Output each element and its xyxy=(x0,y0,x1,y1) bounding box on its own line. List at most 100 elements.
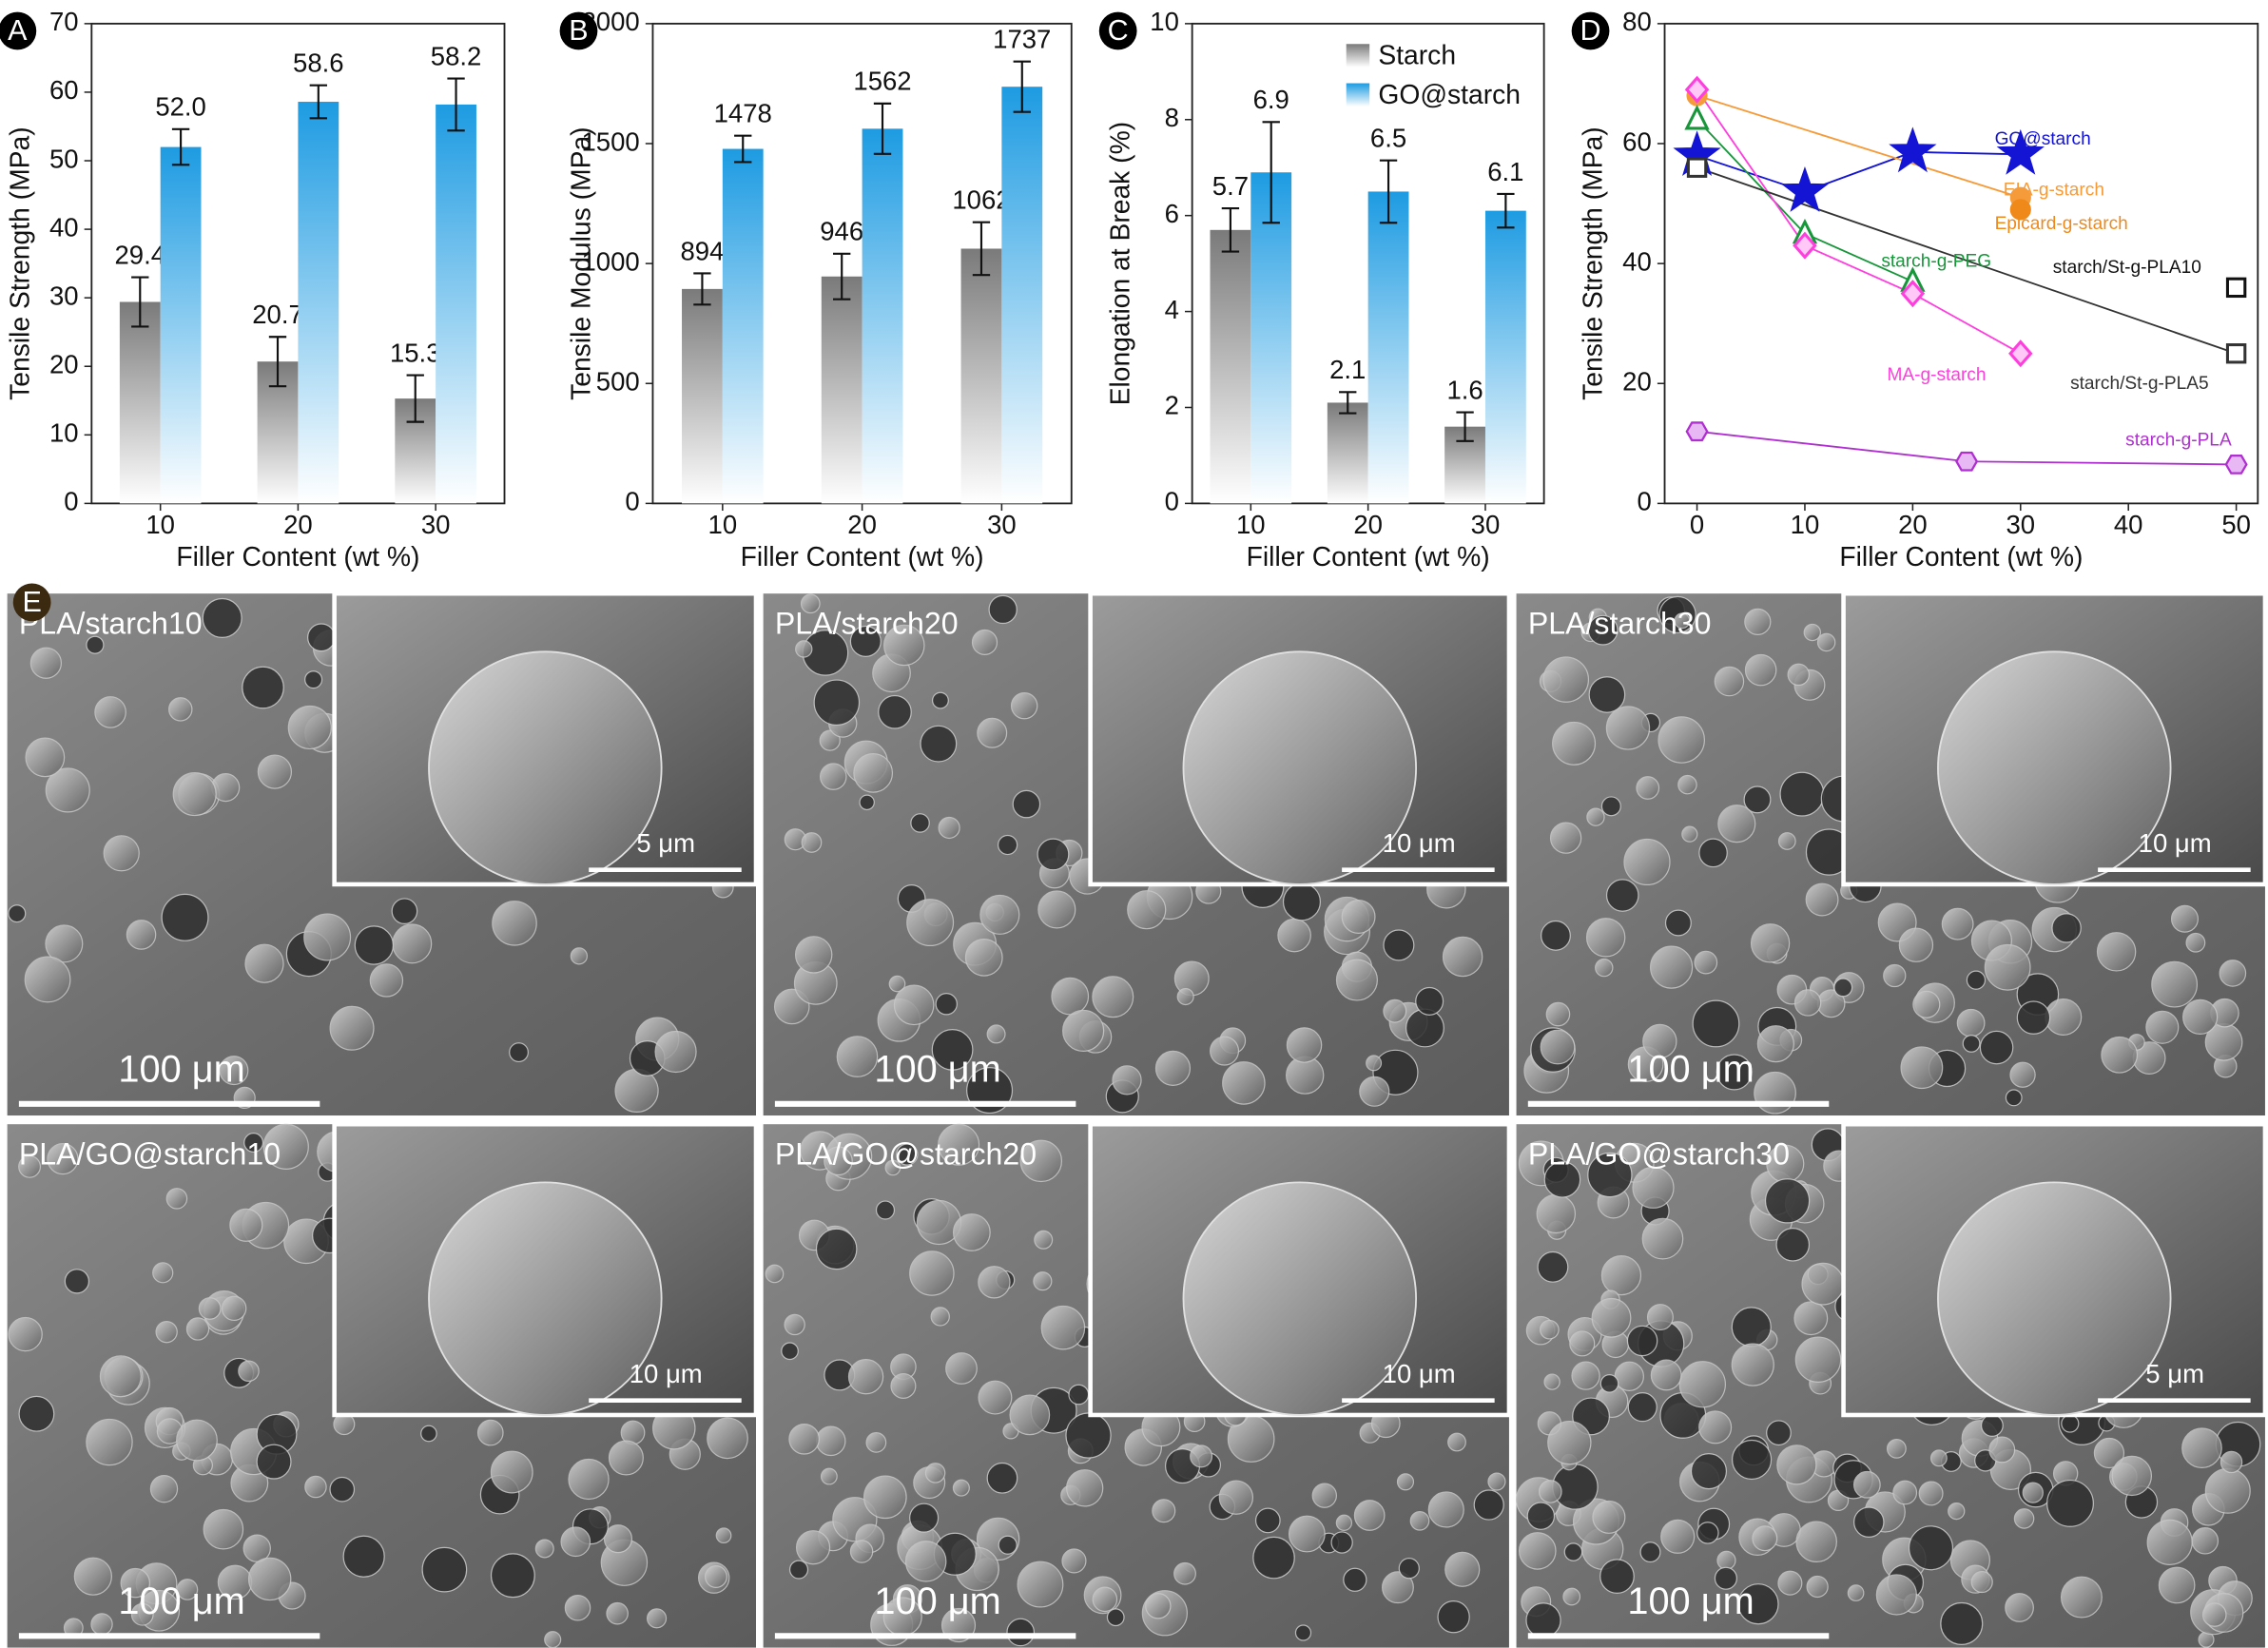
particle xyxy=(1154,1050,1192,1086)
particle xyxy=(1632,1166,1675,1209)
x-tick-label: 10 xyxy=(1791,510,1820,539)
particle xyxy=(2145,1010,2180,1044)
error-bar xyxy=(1221,207,1240,253)
particle xyxy=(904,1541,947,1582)
particle xyxy=(329,1005,375,1051)
value-label: 15.3 xyxy=(390,338,441,367)
particle xyxy=(2204,1467,2251,1514)
particle xyxy=(1948,1502,1966,1521)
particle xyxy=(1473,1489,1504,1521)
particle xyxy=(893,984,935,1026)
particle xyxy=(130,1602,154,1626)
particle xyxy=(1562,1587,1581,1606)
particle xyxy=(938,816,960,840)
particle xyxy=(1353,1500,1386,1531)
particle xyxy=(421,1546,468,1593)
point xyxy=(1684,75,1710,104)
particle xyxy=(8,1316,43,1352)
scale-label: 100 μm xyxy=(118,1580,244,1622)
inset-scale-label: 10 μm xyxy=(1383,1359,1456,1388)
particle xyxy=(2191,1527,2220,1555)
scale-label: 100 μm xyxy=(1627,1049,1754,1091)
particle xyxy=(1092,1586,1118,1613)
error-bar xyxy=(1013,60,1031,113)
particle xyxy=(1803,623,1821,642)
particle xyxy=(73,1557,112,1596)
particle xyxy=(509,1042,529,1063)
particle xyxy=(165,1188,188,1210)
particle xyxy=(1311,1483,1338,1508)
error-bar xyxy=(447,77,465,132)
particle xyxy=(1587,614,1619,646)
inset-particle xyxy=(1182,1181,1418,1416)
x-tick-label: 30 xyxy=(421,510,451,539)
particle xyxy=(971,629,998,656)
particle xyxy=(1066,1469,1104,1507)
y-tick-label: 10 xyxy=(1150,7,1179,36)
particle xyxy=(8,904,27,923)
particle xyxy=(1956,1008,1986,1037)
particle xyxy=(924,1463,946,1483)
particle xyxy=(492,901,537,946)
particle xyxy=(986,1024,1006,1044)
particle xyxy=(1540,1029,1576,1065)
bar xyxy=(821,276,863,504)
particle xyxy=(1286,1027,1323,1063)
scale-label: 100 μm xyxy=(118,1049,244,1091)
particle xyxy=(1518,1532,1557,1570)
particle xyxy=(1569,1330,1596,1357)
particle xyxy=(99,1355,142,1398)
particle xyxy=(570,947,588,965)
particle xyxy=(1343,1567,1367,1592)
particle xyxy=(2146,1519,2193,1565)
particle xyxy=(935,993,958,1016)
particle xyxy=(2009,1061,2036,1088)
scale-label: 100 μm xyxy=(874,1580,1000,1622)
particle xyxy=(1152,1499,1176,1523)
x-tick-label: 30 xyxy=(987,510,1017,539)
particle xyxy=(24,956,71,1003)
particle xyxy=(1731,1439,1773,1481)
particle xyxy=(920,725,958,763)
particle xyxy=(1068,1384,1090,1406)
point xyxy=(1996,128,2045,175)
particle xyxy=(244,943,284,983)
y-tick-label: 2 xyxy=(1165,391,1179,420)
particle xyxy=(1777,1570,1803,1596)
particle xyxy=(1636,776,1660,800)
particle xyxy=(1288,1515,1326,1553)
particle xyxy=(1600,1254,1642,1296)
particle xyxy=(1623,838,1671,886)
particle xyxy=(18,1154,42,1178)
bar xyxy=(1001,87,1043,504)
particle xyxy=(2181,1427,2222,1468)
y-tick-label: 6 xyxy=(1165,199,1179,228)
particle xyxy=(606,1601,629,1625)
particle xyxy=(238,1360,260,1383)
point xyxy=(1686,157,1708,178)
particle xyxy=(306,623,336,652)
particle xyxy=(978,1380,1013,1415)
particle xyxy=(1591,1297,1632,1338)
particle xyxy=(1537,1251,1569,1283)
micrograph-label: PLA/starch20 xyxy=(775,606,959,640)
y-axis-label: Elongation at Break (%) xyxy=(1105,122,1135,406)
particle xyxy=(1716,1550,1736,1570)
particle xyxy=(1793,1301,1829,1336)
particle xyxy=(243,1133,264,1154)
particle xyxy=(1409,1510,1430,1531)
particle xyxy=(1641,1217,1684,1260)
particle xyxy=(788,1560,809,1580)
particle xyxy=(257,754,293,789)
particle xyxy=(2022,1482,2044,1503)
particle xyxy=(952,1213,991,1251)
particle xyxy=(2158,1566,2196,1604)
particle xyxy=(185,1317,210,1341)
particle xyxy=(1660,1519,1696,1554)
particle xyxy=(2182,998,2219,1036)
error-bar xyxy=(833,252,851,301)
inset-scale-label: 5 μm xyxy=(636,828,695,858)
particle xyxy=(1766,1420,1792,1446)
x-tick-label: 20 xyxy=(847,510,877,539)
particle xyxy=(788,1423,820,1455)
